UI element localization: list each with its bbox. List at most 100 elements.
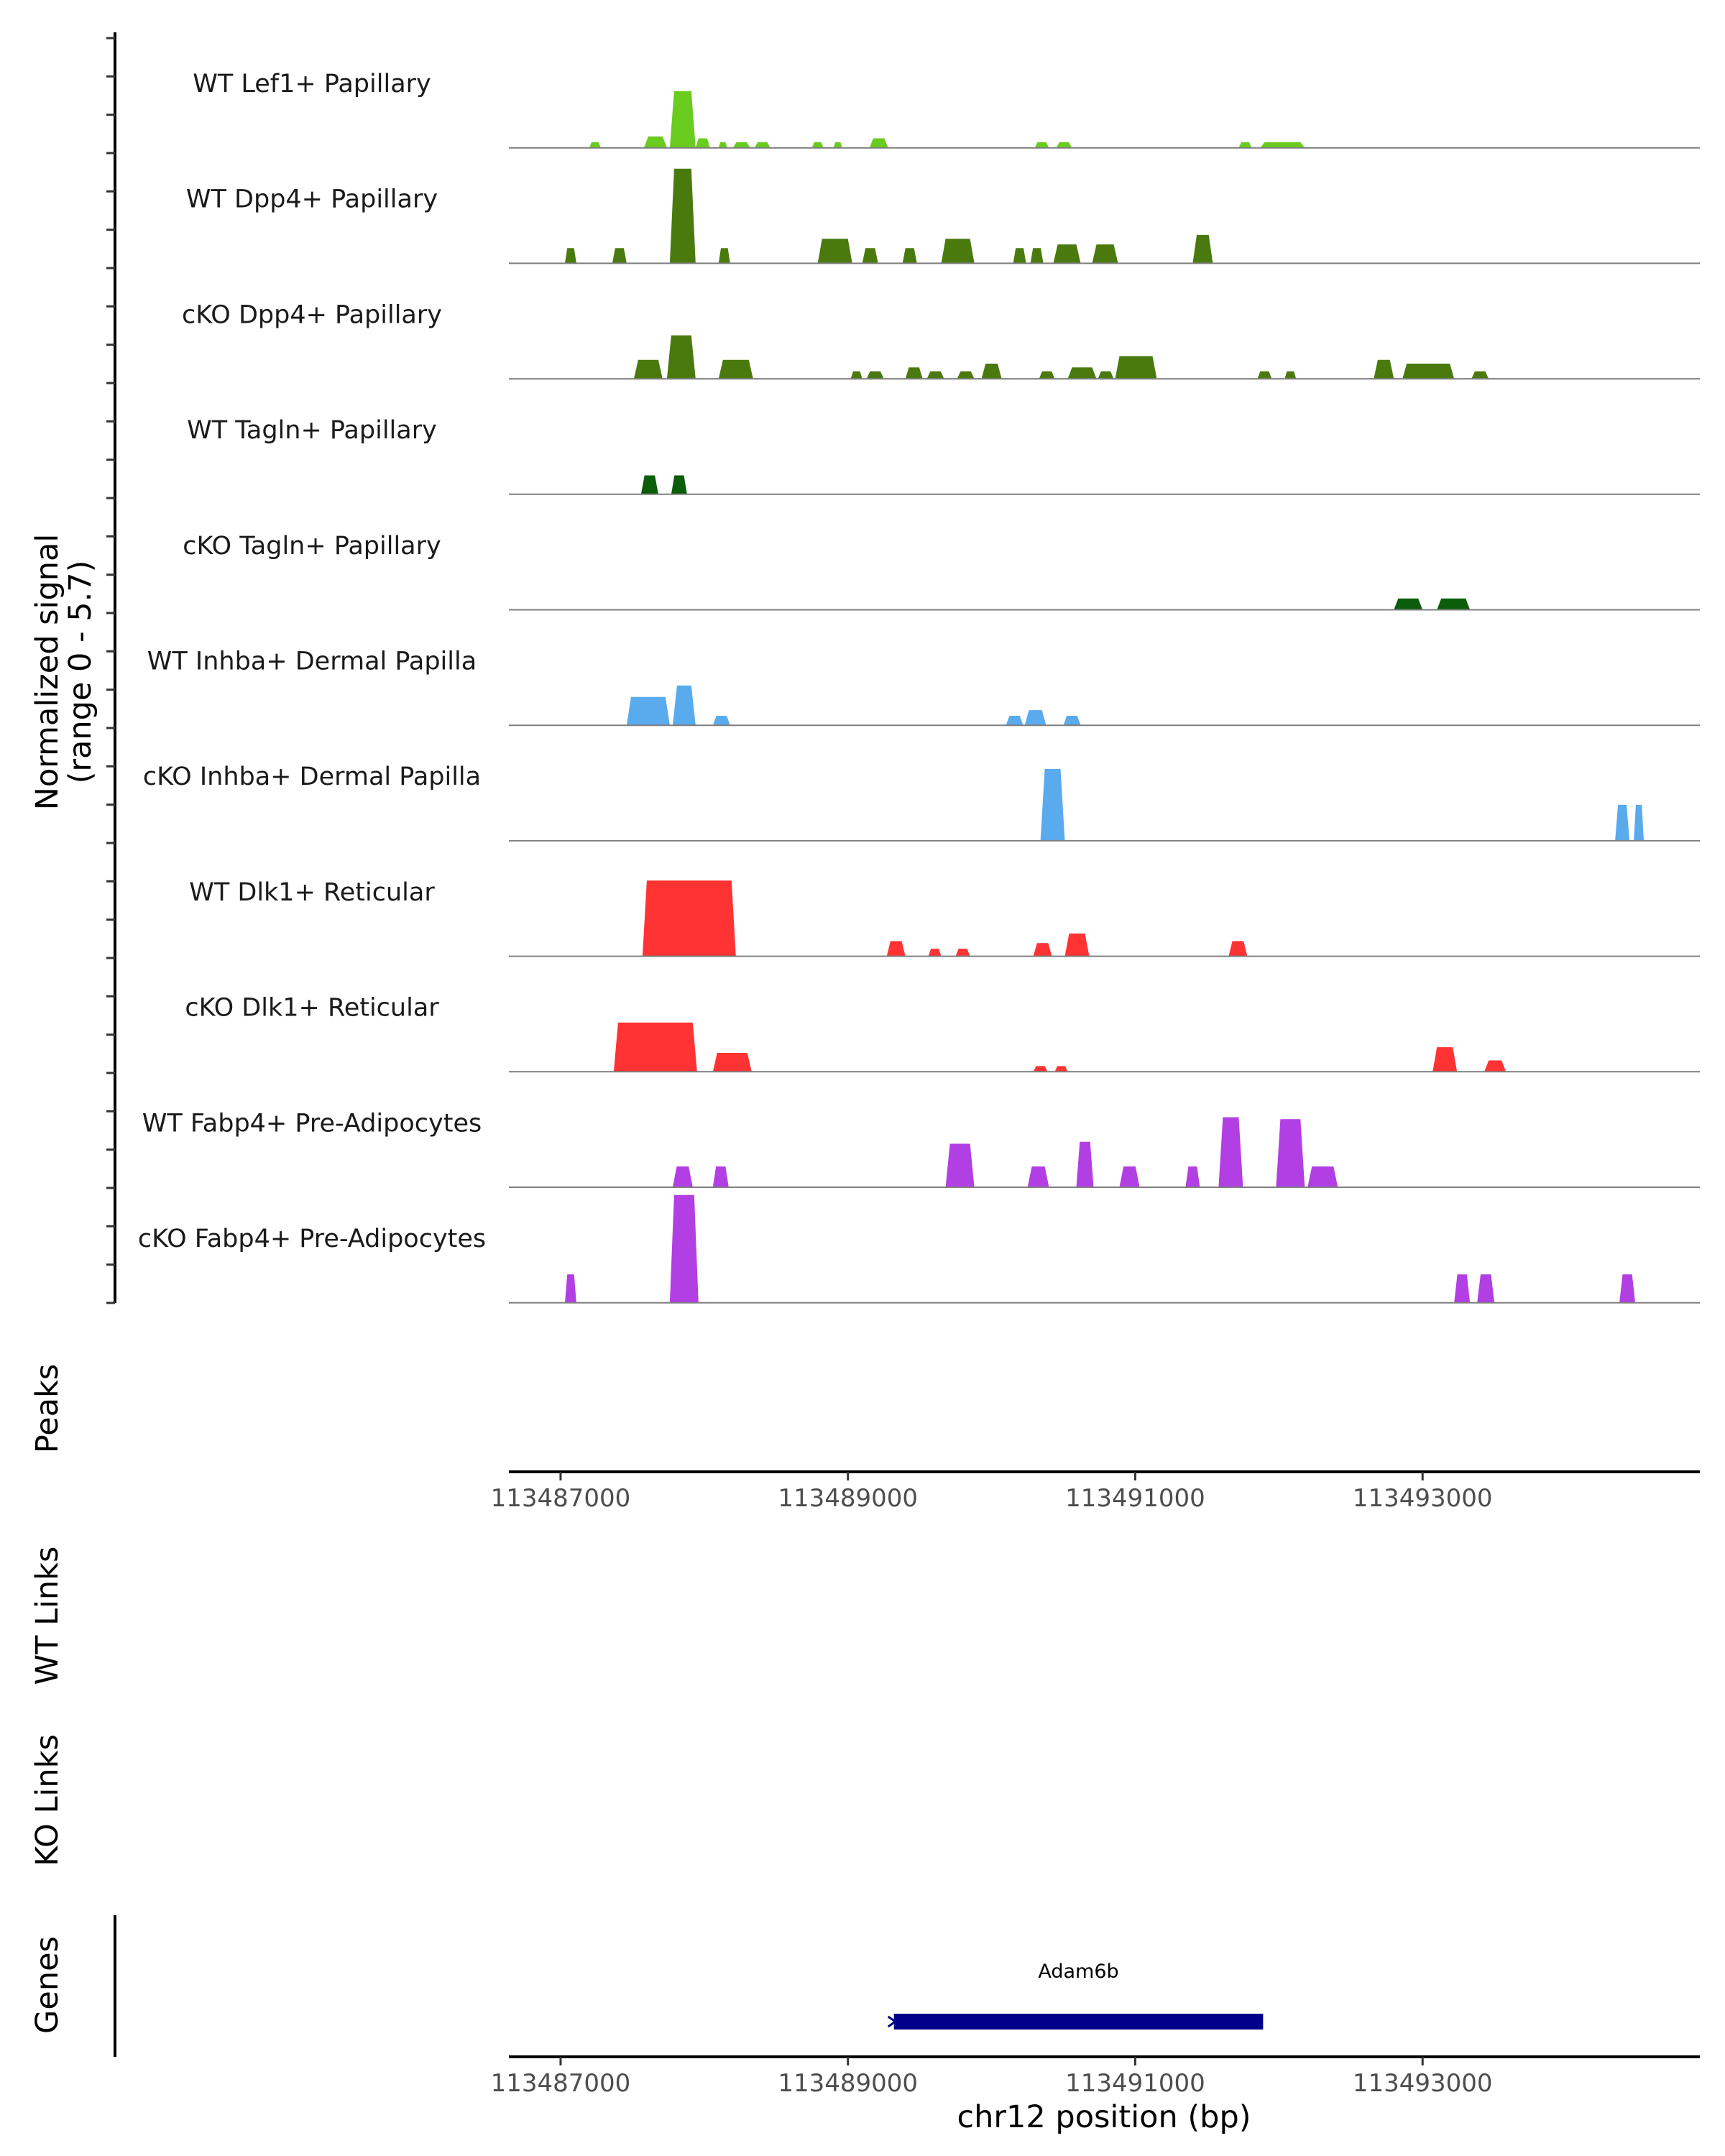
coverage-track: cKO Dpp4+ Papillary: [182, 300, 1700, 380]
coverage-peak: [1307, 1166, 1338, 1187]
track-label: cKO Dlk1+ Reticular: [185, 994, 439, 1023]
ko-links-panel-label: KO Links: [29, 1734, 65, 1866]
coverage-track: WT Lef1+ Papillary: [193, 70, 1700, 149]
coverage-peak: [817, 239, 852, 264]
x-tick-label: 113491000: [1065, 1484, 1205, 1513]
strand-arrow: [887, 2015, 898, 2028]
coverage-peak: [1238, 142, 1252, 148]
coverage-peak: [926, 371, 944, 379]
coverage-peak: [957, 371, 975, 379]
peaks-panel-label: Peaks: [29, 1364, 65, 1454]
track-label: cKO Fabp4+ Pre-Adipocytes: [138, 1225, 486, 1253]
x-tick-label: 113493000: [1353, 1484, 1493, 1513]
coverage-peak: [1192, 234, 1213, 264]
coverage-y-ticks: [106, 37, 115, 1304]
coverage-peak: [1437, 598, 1471, 610]
gene-model: Adam6b: [887, 1961, 1264, 2030]
coverage-peak: [1228, 941, 1248, 957]
coverage-peak: [928, 949, 942, 957]
coverage-peak: [1039, 371, 1055, 379]
coverage-peak: [1634, 804, 1644, 841]
coverage-peak: [1040, 768, 1065, 841]
coverage-track: WT Dpp4+ Papillary: [186, 168, 1700, 264]
coverage-peak: [643, 136, 667, 148]
coverage-peak: [1063, 716, 1081, 726]
x-tick-label: 113493000: [1353, 2069, 1493, 2098]
coverage-peak: [613, 1022, 697, 1072]
coverage-peak: [1374, 359, 1394, 379]
coverage-peak: [672, 685, 696, 726]
coverage-peak: [712, 1053, 752, 1072]
coverage-peak: [1260, 142, 1305, 148]
gene-name-label: Adam6b: [1038, 1961, 1118, 1983]
coverage-peak: [633, 359, 663, 379]
gene-annotations: Adam6b: [887, 1961, 1264, 2030]
coverage-range-label: (range 0 - 5.7): [63, 561, 98, 784]
coverage-peak: [718, 359, 753, 379]
coverage-peak: [712, 1166, 729, 1187]
coverage-track: WT Fabp4+ Pre-Adipocytes: [142, 1109, 1700, 1188]
coverage-track: WT Tagln+ Papillary: [187, 416, 1700, 495]
coverage-peak: [1006, 716, 1024, 726]
coverage-peak: [1076, 1141, 1094, 1187]
coverage-peak: [1115, 356, 1157, 379]
coverage-peak: [1257, 371, 1272, 379]
coverage-peak: [669, 91, 696, 148]
coverage-peak: [1030, 248, 1044, 264]
coverage-peak: [850, 371, 862, 379]
x-tick-label: 113491000: [1065, 2069, 1205, 2098]
track-label: cKO Inhba+ Dermal Papilla: [143, 763, 481, 791]
coverage-peak: [862, 248, 878, 264]
coverage-peak: [754, 142, 770, 148]
coverage-track: cKO Dlk1+ Reticular: [185, 994, 1700, 1073]
track-label: cKO Dpp4+ Papillary: [182, 300, 442, 329]
coverage-peak: [642, 880, 736, 957]
coverage-peak: [1119, 1166, 1140, 1187]
coverage-peak: [981, 364, 1002, 379]
coverage-peak: [1033, 943, 1052, 957]
coverage-peak: [811, 142, 824, 148]
coverage-peak: [1432, 1047, 1458, 1072]
coverage-peak: [902, 248, 917, 264]
track-label: cKO Tagln+ Papillary: [183, 532, 441, 561]
coverage-peak: [1218, 1117, 1243, 1187]
x-tick-label: 113489000: [778, 1484, 918, 1513]
track-label: WT Tagln+ Papillary: [187, 416, 437, 445]
coverage-peak: [1454, 1274, 1471, 1303]
coverage-peak: [886, 941, 906, 957]
coverage-peak: [833, 142, 842, 148]
x-tick-label: 113487000: [491, 1484, 631, 1513]
coverage-peak: [640, 475, 658, 494]
coverage-peak: [669, 168, 696, 264]
coverage-peak: [1402, 364, 1455, 379]
coverage-peak: [1484, 1060, 1506, 1072]
x-axis-title: chr12 position (bp): [957, 2099, 1251, 2135]
gene-body: [893, 2014, 1264, 2030]
coverage-peak: [1056, 142, 1072, 148]
coverage-peak: [626, 696, 670, 726]
coverage-peak: [1471, 371, 1489, 379]
coverage-peak: [1477, 1274, 1495, 1303]
coverage-peak: [718, 248, 730, 264]
coverage-peak: [1064, 934, 1090, 957]
coverage-peak: [1284, 371, 1297, 379]
coverage-track: cKO Inhba+ Dermal Papilla: [143, 763, 1700, 842]
coverage-peak: [589, 142, 601, 148]
coverage-peak: [565, 1274, 576, 1303]
coverage-peak: [945, 1143, 975, 1187]
coverage-peak: [1034, 142, 1049, 148]
coverage-peak: [1054, 1066, 1068, 1072]
coverage-peak: [1619, 1274, 1636, 1303]
coverage-peak: [695, 138, 710, 148]
coverage-peak: [1067, 367, 1097, 379]
coverage-peak: [1033, 1066, 1048, 1072]
coverage-ylabel: Normalized signal: [29, 534, 65, 811]
coverage-peak: [1013, 248, 1026, 264]
coverage-peak: [1027, 1166, 1049, 1187]
coverage-y-axis-title: Normalized signal (range 0 - 5.7): [29, 534, 98, 811]
genes-x-ticks: 113487000 113489000 113491000 113493000: [491, 2057, 1493, 2098]
coverage-peak: [671, 475, 687, 494]
coverage-peak: [712, 716, 730, 726]
coverage-peak: [565, 248, 576, 264]
